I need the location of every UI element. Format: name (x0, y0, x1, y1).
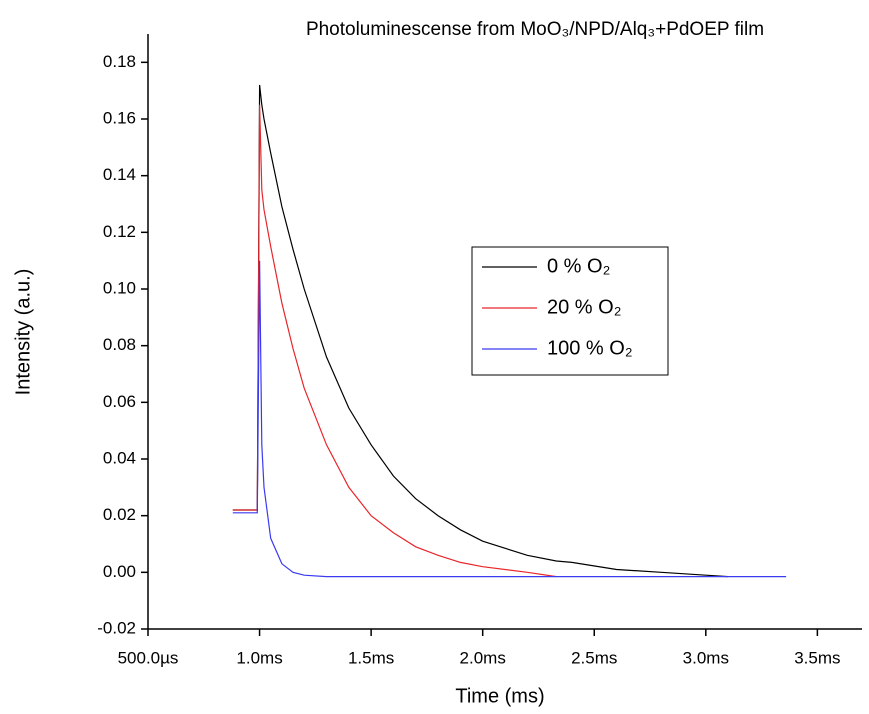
y-tick-label: 0.08 (103, 335, 136, 354)
y-axis-label: Intensity (a.u.) (12, 269, 34, 396)
legend-label: 100 % O₂ (547, 337, 633, 359)
y-tick-label: 0.10 (103, 278, 136, 297)
x-tick-label: 500.0µs (118, 648, 179, 667)
series-line (232, 84, 729, 578)
legend-box (471, 246, 669, 376)
x-tick-label: 2.5ms (571, 648, 617, 667)
y-tick-label: 0.04 (103, 448, 136, 467)
y-tick-label: 0.18 (103, 52, 136, 71)
y-tick-label: 0.00 (103, 562, 136, 581)
y-tick-label: 0.06 (103, 392, 136, 411)
y-tick-label: 0.02 (103, 505, 136, 524)
legend-label: 20 % O₂ (547, 296, 621, 318)
x-tick-label: 1.0ms (236, 648, 282, 667)
series-line (232, 260, 787, 578)
y-tick-label: -0.02 (97, 618, 136, 637)
x-tick-label: 3.5ms (794, 648, 840, 667)
x-tick-label: 1.5ms (348, 648, 394, 667)
y-tick-label: 0.12 (103, 222, 136, 241)
x-tick-label: 3.0ms (683, 648, 729, 667)
y-tick-label: 0.14 (103, 165, 136, 184)
legend-label: 0 % O₂ (547, 255, 610, 277)
y-tick-label: 0.16 (103, 108, 136, 127)
chart-title: Photoluminescense from MoO₃/NPD/Alq₃+PdO… (306, 19, 764, 40)
x-axis-label: Time (ms) (455, 685, 544, 707)
x-tick-label: 2.0ms (460, 648, 506, 667)
series-line (232, 104, 557, 578)
